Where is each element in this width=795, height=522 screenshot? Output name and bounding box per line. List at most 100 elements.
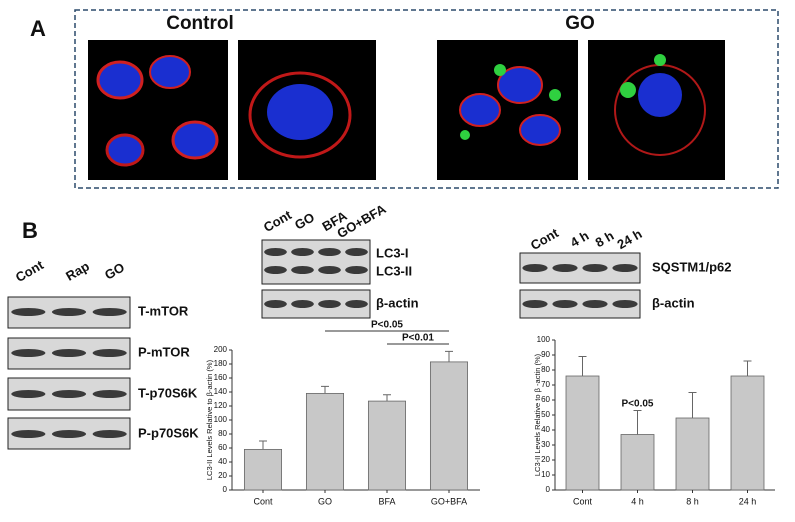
y-tick-label: 100 xyxy=(537,335,551,344)
blot-band xyxy=(522,300,548,308)
error-bar xyxy=(321,385,329,394)
error-bar xyxy=(445,350,453,362)
y-tick-label: 80 xyxy=(541,365,550,374)
blot-box xyxy=(261,239,371,285)
panel-label: B xyxy=(22,218,38,243)
x-tick-label: GO xyxy=(318,496,332,506)
y-tick-label: 120 xyxy=(214,401,228,410)
error-bar xyxy=(633,410,642,435)
blot-band xyxy=(92,430,127,438)
error-bar xyxy=(259,440,267,450)
bar xyxy=(243,448,282,491)
y-tick-label: 90 xyxy=(541,350,550,359)
lane-label: 8 h xyxy=(593,228,617,250)
blot-band xyxy=(318,248,341,256)
group-label: GO xyxy=(565,13,595,34)
y-tick-label: 20 xyxy=(541,455,550,464)
x-tick-label: 24 h xyxy=(739,496,757,506)
bar xyxy=(305,392,344,491)
blot-band xyxy=(264,300,287,308)
blot-band xyxy=(612,264,638,272)
bar xyxy=(367,400,406,491)
bar xyxy=(429,361,468,491)
blot-band xyxy=(291,266,314,274)
row-label: T-mTOR xyxy=(138,303,189,318)
blot-band xyxy=(582,300,608,308)
blot-band xyxy=(582,264,608,272)
panel-label: A xyxy=(30,16,46,41)
error-bar xyxy=(578,356,587,376)
y-tick-label: 20 xyxy=(218,471,227,480)
error-bar xyxy=(383,394,391,402)
row-label: SQSTM1/p62 xyxy=(652,259,731,274)
row-label: β-actin xyxy=(376,295,419,310)
group-label: Control xyxy=(166,13,234,34)
blot-band xyxy=(345,266,368,274)
blot-band xyxy=(51,308,87,316)
blot-band xyxy=(51,349,87,357)
x-tick-label: BFA xyxy=(378,496,395,506)
blot-band xyxy=(552,264,578,272)
x-tick-label: 8 h xyxy=(686,496,699,506)
y-tick-label: 60 xyxy=(218,443,227,452)
x-tick-label: Cont xyxy=(573,496,593,506)
blot-band xyxy=(345,248,368,256)
blot-band xyxy=(318,300,341,308)
blot-band xyxy=(92,349,127,357)
blot-band xyxy=(291,300,314,308)
y-tick-label: 160 xyxy=(214,373,228,382)
row-label: T-p70S6K xyxy=(138,385,198,400)
lane-label: GO xyxy=(292,210,317,233)
annotation: P<0.05 xyxy=(622,399,654,410)
x-tick-label: Cont xyxy=(253,496,273,506)
annotation: P<0.05 xyxy=(371,320,403,331)
y-tick-label: 80 xyxy=(218,429,227,438)
y-tick-label: 140 xyxy=(214,387,228,396)
lane-label: 24 h xyxy=(614,226,644,252)
y-tick-label: 40 xyxy=(541,425,550,434)
bar xyxy=(730,375,765,491)
y-tick-label: 30 xyxy=(541,440,550,449)
row-label: LC3-II xyxy=(376,263,412,278)
bar xyxy=(565,375,600,491)
error-bar xyxy=(688,392,697,418)
blot-band xyxy=(92,390,127,398)
micrograph xyxy=(88,40,228,180)
y-tick-label: 200 xyxy=(214,345,228,354)
bar xyxy=(675,417,710,491)
y-tick-label: 10 xyxy=(541,470,550,479)
x-tick-label: 4 h xyxy=(631,496,644,506)
row-label: LC3-I xyxy=(376,245,409,260)
bar xyxy=(620,434,655,491)
blot-band xyxy=(264,266,287,274)
y-tick-label: 0 xyxy=(546,485,551,494)
y-axis-label: LC3-II Levels Relative to β-actin (%) xyxy=(205,359,214,480)
y-tick-label: 60 xyxy=(541,395,550,404)
x-tick-label: GO+BFA xyxy=(431,496,467,506)
blot-band xyxy=(51,390,87,398)
y-tick-label: 40 xyxy=(218,457,227,466)
lane-label: Cont xyxy=(13,257,47,285)
lane-label: Cont xyxy=(261,207,295,235)
blot-band xyxy=(522,264,548,272)
y-axis-label: LC3-II Levels Relative to β -actin (%) xyxy=(533,353,542,476)
blot-band xyxy=(92,308,127,316)
blot-band xyxy=(318,266,341,274)
blot-band xyxy=(11,349,46,357)
micrograph xyxy=(238,40,376,180)
lane-label: Rap xyxy=(63,258,92,283)
blot-band xyxy=(51,430,87,438)
blot-band xyxy=(11,430,46,438)
y-tick-label: 0 xyxy=(223,485,228,494)
blot-band xyxy=(11,308,46,316)
lane-label: GO xyxy=(102,260,127,283)
panel-frame xyxy=(74,9,779,189)
blot-band xyxy=(552,300,578,308)
lane-label: Cont xyxy=(528,225,562,253)
row-label: P-mTOR xyxy=(138,344,190,359)
blot-band xyxy=(345,300,368,308)
y-tick-label: 50 xyxy=(541,410,550,419)
blot-band xyxy=(11,390,46,398)
